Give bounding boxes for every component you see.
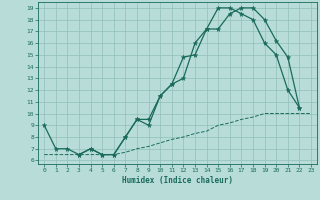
X-axis label: Humidex (Indice chaleur): Humidex (Indice chaleur) bbox=[122, 176, 233, 185]
